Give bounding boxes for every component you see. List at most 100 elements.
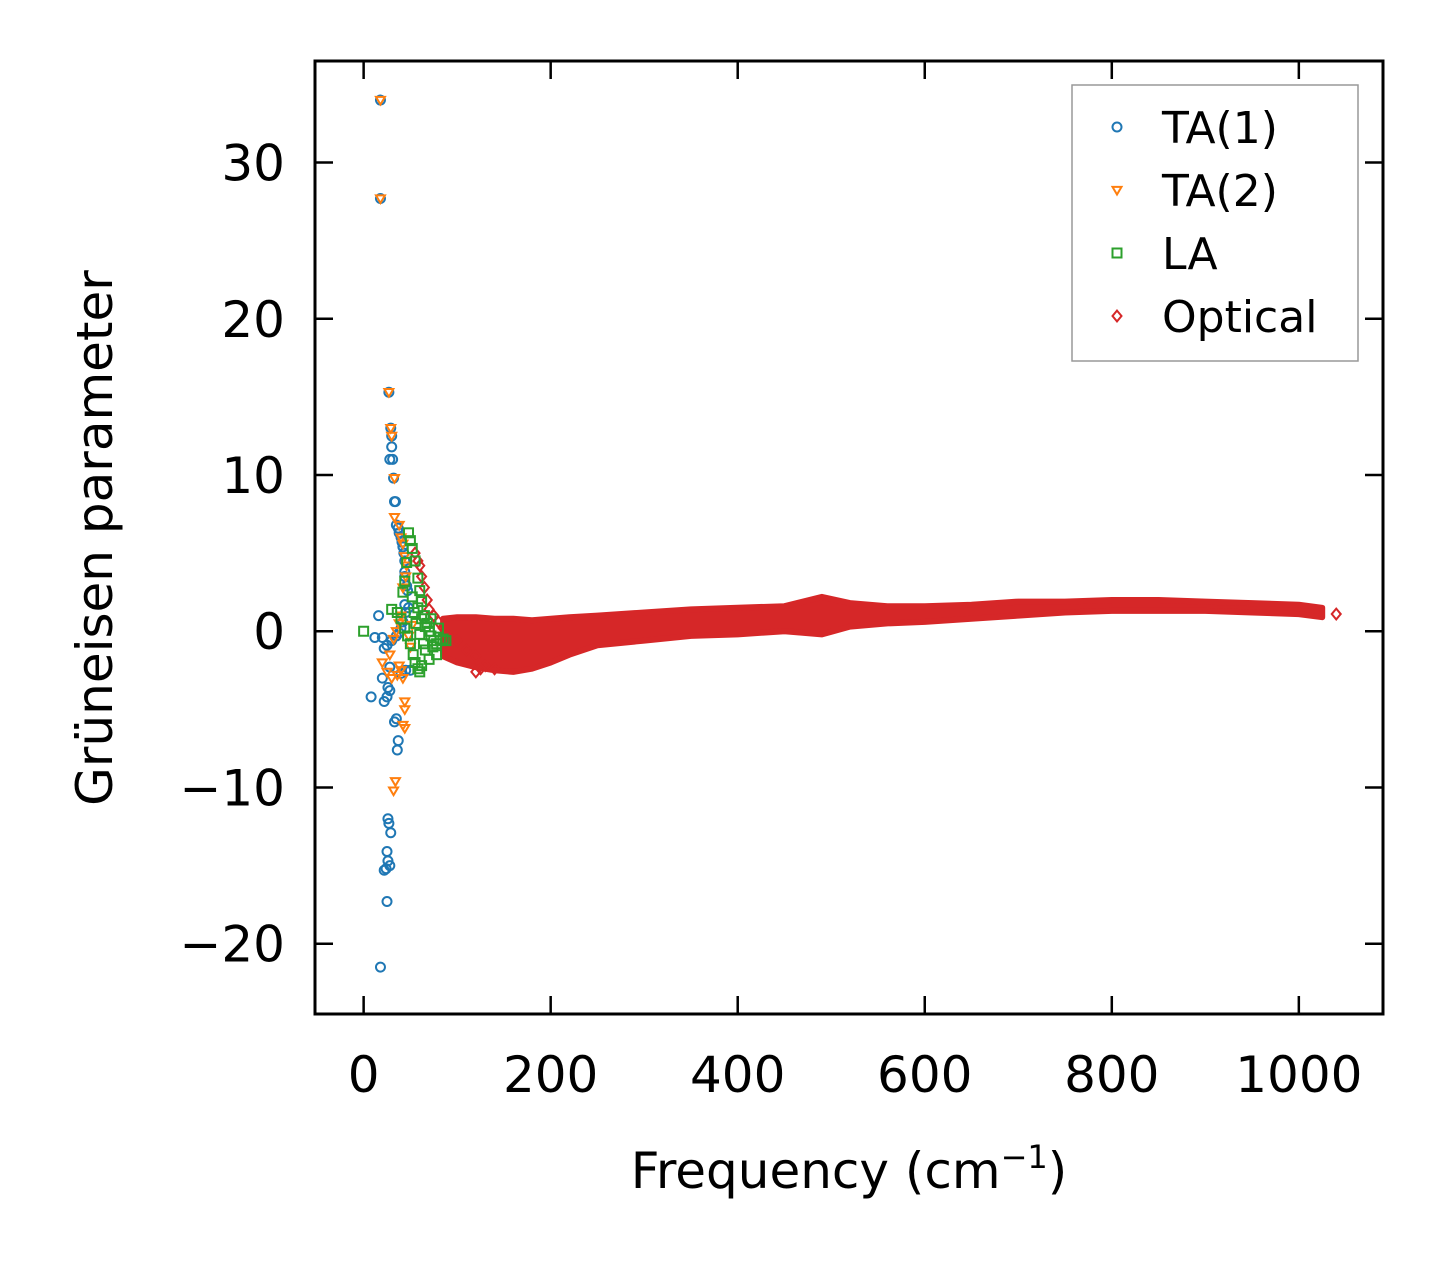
data-point bbox=[388, 513, 401, 524]
data-point bbox=[398, 552, 412, 563]
data-point bbox=[392, 735, 404, 747]
data-point bbox=[374, 961, 386, 973]
data-point bbox=[378, 642, 390, 654]
data-point bbox=[380, 667, 394, 679]
y-tick-label: −10 bbox=[179, 759, 285, 817]
data-point bbox=[374, 95, 387, 107]
data-point bbox=[397, 586, 409, 598]
data-point bbox=[407, 649, 419, 661]
data-point bbox=[392, 661, 406, 673]
data-point bbox=[389, 496, 401, 508]
legend-marker bbox=[1111, 309, 1123, 323]
data-point bbox=[358, 625, 370, 637]
data-point bbox=[376, 672, 388, 684]
data-point bbox=[406, 542, 418, 554]
data-point bbox=[401, 556, 413, 568]
data-point bbox=[385, 431, 398, 443]
data-point bbox=[402, 630, 414, 642]
data-point bbox=[432, 622, 444, 634]
legend: TA(1) TA(2) LA Optical bbox=[1071, 84, 1359, 362]
data-point bbox=[380, 863, 392, 875]
data-point bbox=[470, 649, 482, 664]
x-tick-label: 0 bbox=[348, 1046, 380, 1104]
y-tick-label: −20 bbox=[179, 916, 285, 974]
legend-label: TA(1) bbox=[1161, 103, 1278, 154]
data-point bbox=[386, 441, 398, 453]
data-point bbox=[440, 635, 452, 647]
data-point bbox=[470, 664, 482, 679]
series-la bbox=[358, 527, 452, 678]
data-point bbox=[387, 634, 400, 646]
data-point bbox=[434, 635, 446, 647]
data-point bbox=[376, 631, 388, 643]
legend-label: TA(2) bbox=[1161, 166, 1278, 217]
x-axis-title: Frequency (cm−1) bbox=[631, 1138, 1068, 1200]
legend-marker bbox=[1110, 185, 1124, 197]
data-point bbox=[474, 661, 487, 676]
x-tick-label: 600 bbox=[877, 1046, 972, 1104]
data-point bbox=[398, 705, 412, 716]
data-point bbox=[388, 473, 401, 485]
data-point bbox=[378, 864, 390, 876]
data-point bbox=[1330, 607, 1343, 622]
data-point bbox=[389, 777, 402, 788]
legend-marker bbox=[1111, 247, 1123, 259]
data-point bbox=[425, 613, 437, 625]
optical-band bbox=[440, 593, 1326, 675]
data-point bbox=[399, 622, 411, 634]
legend-label: Optical bbox=[1162, 292, 1317, 343]
data-point bbox=[404, 535, 416, 547]
data-point bbox=[373, 610, 385, 622]
data-point bbox=[385, 673, 398, 685]
data-point bbox=[399, 575, 411, 587]
data-point bbox=[383, 650, 397, 662]
series-ta-2- bbox=[374, 95, 419, 798]
data-point bbox=[413, 558, 426, 573]
data-point bbox=[382, 813, 394, 825]
data-point bbox=[382, 388, 396, 399]
x-tick-label: 400 bbox=[690, 1046, 785, 1104]
data-point bbox=[391, 670, 404, 682]
data-point bbox=[365, 691, 377, 703]
series-optical bbox=[409, 546, 1343, 679]
data-point bbox=[386, 603, 398, 615]
data-point bbox=[416, 660, 428, 672]
data-point bbox=[381, 896, 393, 908]
series-ta-1- bbox=[365, 94, 416, 973]
data-point bbox=[403, 527, 415, 539]
data-point bbox=[390, 627, 403, 638]
plot-frame bbox=[313, 59, 1385, 1016]
data-point bbox=[392, 520, 406, 532]
data-point bbox=[384, 423, 397, 435]
data-point bbox=[381, 846, 393, 858]
legend-marker bbox=[1111, 121, 1123, 133]
data-point bbox=[391, 744, 403, 756]
data-point bbox=[384, 685, 396, 697]
y-tick-label: 20 bbox=[221, 291, 285, 349]
data-point bbox=[369, 631, 381, 643]
x-tick-label: 200 bbox=[503, 1046, 598, 1104]
data-point bbox=[381, 639, 393, 651]
data-point bbox=[385, 827, 397, 839]
data-point bbox=[412, 572, 424, 584]
data-point bbox=[396, 673, 410, 685]
data-point bbox=[488, 661, 501, 676]
y-tick-label: 0 bbox=[253, 603, 285, 661]
data-point bbox=[374, 194, 387, 205]
data-point bbox=[460, 643, 473, 657]
data-point bbox=[392, 522, 404, 534]
y-tick-label: 10 bbox=[221, 447, 285, 505]
data-point bbox=[419, 621, 431, 633]
data-point bbox=[398, 723, 412, 735]
x-tick-label: 1000 bbox=[1235, 1046, 1362, 1104]
legend-label: LA bbox=[1162, 229, 1218, 280]
data-point bbox=[418, 610, 430, 622]
data-point bbox=[387, 786, 400, 798]
data-point bbox=[431, 649, 443, 661]
data-point bbox=[387, 453, 399, 465]
data-point bbox=[398, 697, 412, 709]
y-axis-title: Grüneisen parameter bbox=[66, 270, 124, 806]
y-tick-label: 30 bbox=[221, 135, 285, 193]
data-point bbox=[414, 628, 426, 640]
